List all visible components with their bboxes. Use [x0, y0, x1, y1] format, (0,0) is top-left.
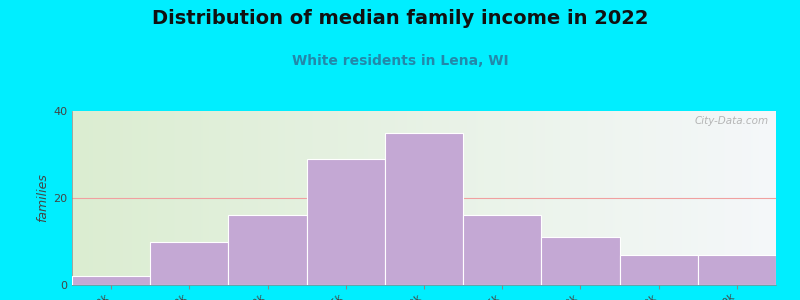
Bar: [306, 159, 385, 285]
Bar: [229, 215, 306, 285]
Bar: [463, 215, 542, 285]
Bar: [150, 242, 229, 285]
Bar: [385, 133, 463, 285]
Bar: [619, 254, 698, 285]
Bar: [698, 254, 776, 285]
Text: City-Data.com: City-Data.com: [695, 116, 769, 126]
Bar: [542, 237, 619, 285]
Text: White residents in Lena, WI: White residents in Lena, WI: [292, 54, 508, 68]
Text: Distribution of median family income in 2022: Distribution of median family income in …: [152, 9, 648, 28]
Y-axis label: families: families: [36, 174, 49, 222]
Bar: [72, 276, 150, 285]
